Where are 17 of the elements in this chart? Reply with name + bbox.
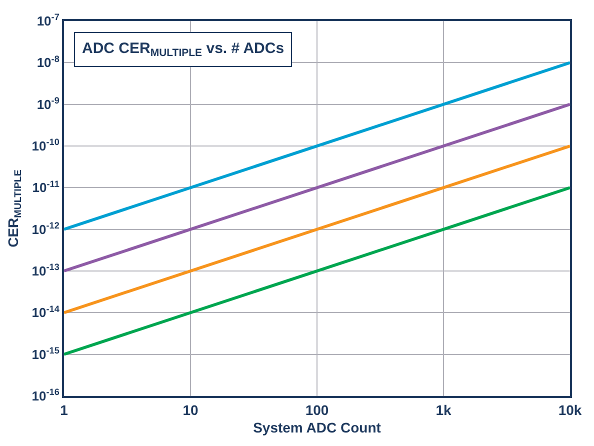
y-tick-label: 10$^{-11}$	[32, 178, 60, 196]
x-tick-label: 1	[60, 402, 68, 418]
y-tick-label: 10$^{-13}$	[32, 262, 60, 279]
x-tick-label: 1k	[436, 402, 452, 418]
y-tick-label: 10$^{-12}$	[32, 220, 60, 237]
x-tick-label: 10	[182, 402, 198, 418]
y-tick-label: 10$^{-8}$	[36, 54, 60, 70]
y-tick-label: 10$^{-10}$	[32, 137, 60, 154]
x-tick-label: 100	[305, 402, 329, 418]
y-tick-label: 10$^{-16}$	[32, 387, 60, 404]
y-tick-label: 10$^{-15}$	[32, 345, 60, 362]
text: ADC CER$_{MULTIPLE}$ vs. # ADCs	[82, 40, 284, 60]
y-tick-label: 10$^{-14}$	[32, 304, 60, 320]
x-tick-label: 10k	[558, 402, 582, 418]
x-axis-title: System ADC Count	[253, 420, 382, 436]
y-tick-label: 10$^{-7}$	[36, 12, 60, 29]
y-tick-label: 10$^{-9}$	[36, 95, 60, 112]
